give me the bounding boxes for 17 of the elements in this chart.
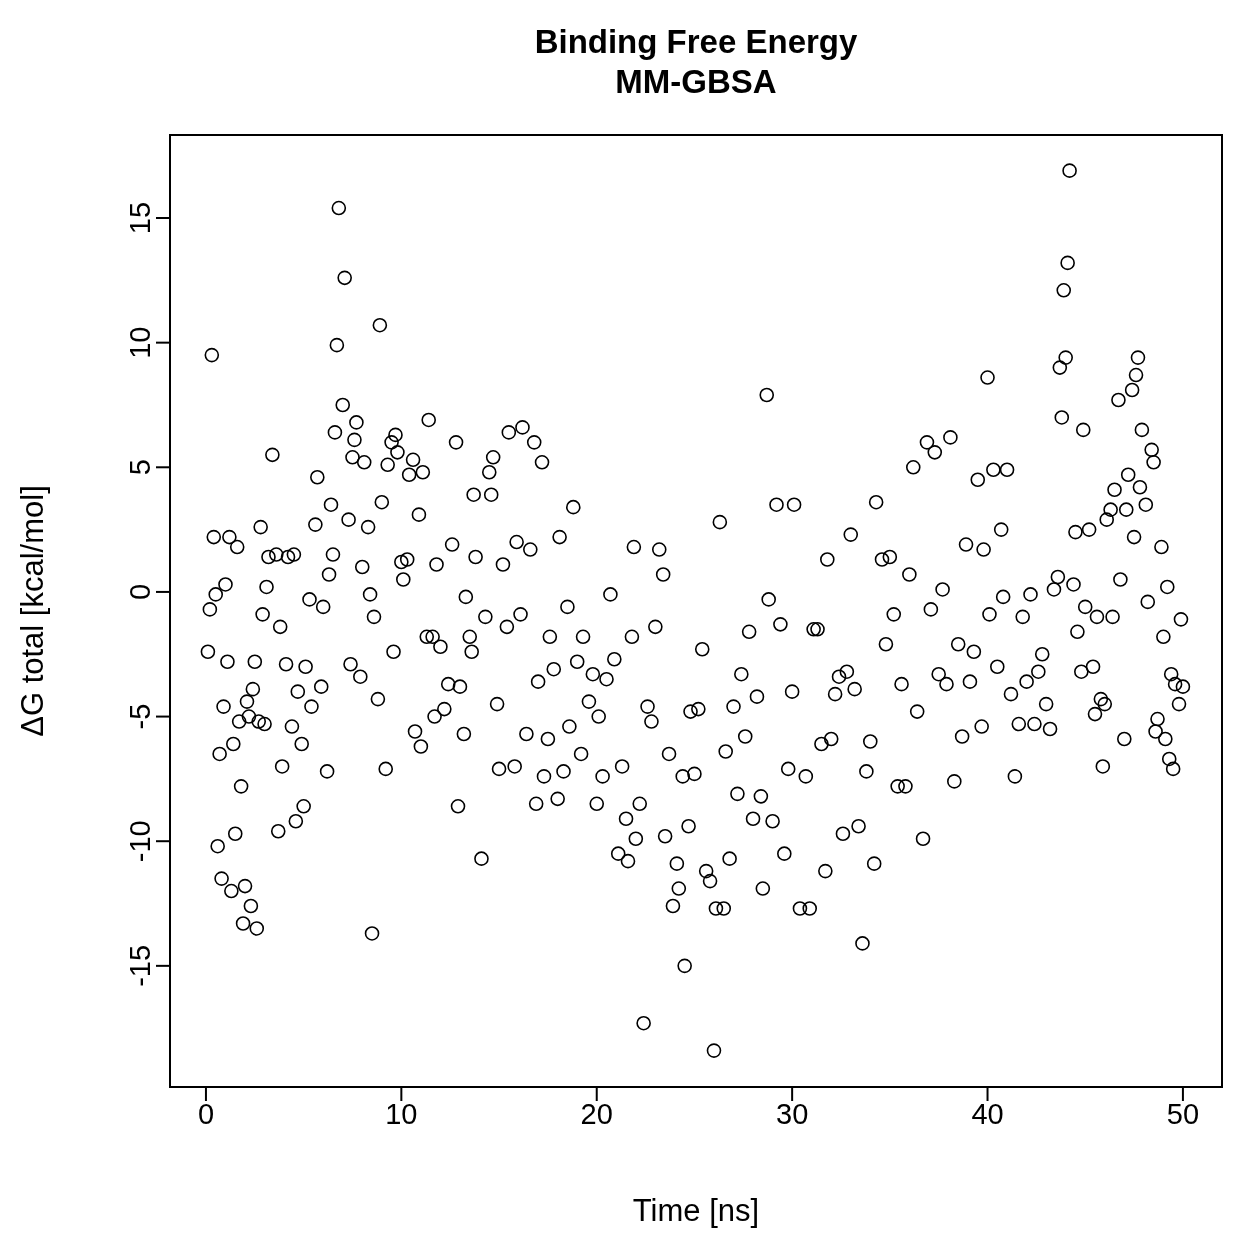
- y-axis-title: ΔG total [kcal/mol]: [15, 485, 51, 737]
- x-tick-label: 30: [776, 1097, 809, 1130]
- y-tick-label: 0: [124, 583, 156, 600]
- x-tick-label: 50: [1166, 1097, 1200, 1130]
- y-tick-label: -15: [124, 944, 156, 987]
- x-tick-label: 20: [580, 1097, 613, 1130]
- x-tick-label: 40: [971, 1097, 1004, 1130]
- y-tick-label: 15: [124, 201, 156, 235]
- x-axis-title: Time [ns]: [632, 1193, 760, 1228]
- chart-subtitle: MM-GBSA: [614, 62, 778, 102]
- y-tick-label: 5: [124, 459, 156, 476]
- y-tick-label: -5: [124, 703, 156, 730]
- x-tick-label: 10: [385, 1097, 418, 1130]
- x-tick-label: 0: [197, 1097, 215, 1130]
- y-tick-label: -10: [124, 820, 156, 863]
- chart-title: Binding Free Energy: [533, 22, 859, 62]
- y-tick-label: 10: [124, 326, 156, 359]
